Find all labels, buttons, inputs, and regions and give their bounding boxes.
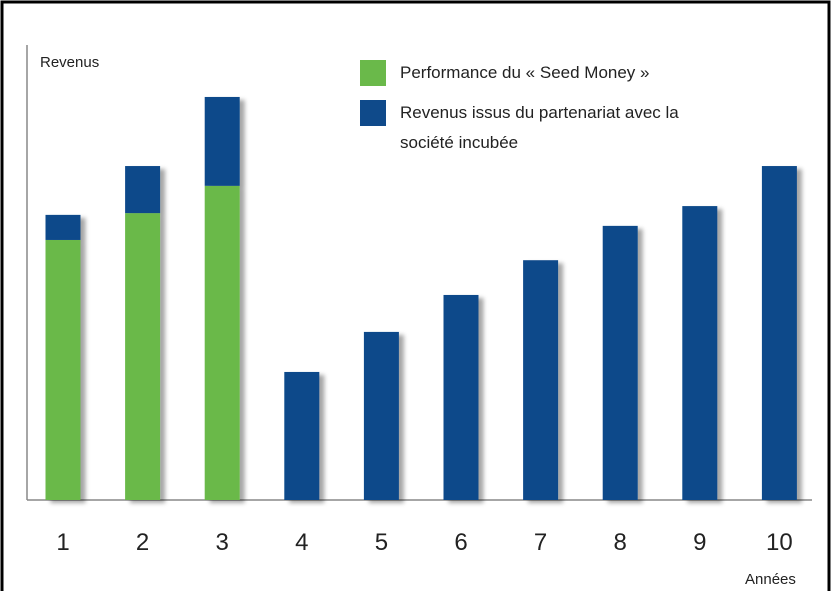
bar-segment bbox=[284, 371, 320, 500]
legend-item: Revenus issus du partenariat avec la soc… bbox=[360, 100, 720, 158]
bar-segment bbox=[204, 96, 240, 186]
bar-group bbox=[761, 166, 797, 501]
x-tick-label: 10 bbox=[766, 529, 793, 556]
bar-segment bbox=[45, 214, 81, 240]
y-axis-label: Revenus bbox=[40, 54, 99, 71]
bar-segment bbox=[363, 331, 399, 500]
x-tick-label: 6 bbox=[454, 529, 467, 556]
x-tick-label: 2 bbox=[136, 529, 149, 556]
bar-group bbox=[443, 294, 479, 500]
x-axis-label: Années bbox=[745, 571, 796, 588]
bar-segment bbox=[204, 185, 240, 500]
bar-group bbox=[682, 206, 718, 500]
bar-segment bbox=[443, 294, 479, 500]
bar-segment bbox=[125, 213, 161, 500]
bar-segment bbox=[761, 166, 797, 501]
bar-group bbox=[602, 225, 638, 500]
legend-label: Revenus issus du partenariat avec la soc… bbox=[400, 103, 679, 152]
bar-group bbox=[523, 260, 559, 500]
bar-segment bbox=[602, 225, 638, 500]
legend-item: Performance du « Seed Money » bbox=[360, 60, 720, 88]
bar-group bbox=[363, 331, 399, 500]
legend-label: Performance du « Seed Money » bbox=[400, 63, 650, 82]
x-tick-label: 9 bbox=[693, 529, 706, 556]
x-tick-label: 1 bbox=[56, 529, 69, 556]
bar-group bbox=[204, 96, 240, 500]
x-tick-label: 4 bbox=[295, 529, 308, 556]
bar-segment bbox=[523, 260, 559, 500]
bar-segment bbox=[682, 206, 718, 500]
bar-segment bbox=[45, 239, 81, 500]
legend-swatch bbox=[360, 100, 386, 126]
x-tick-label: 8 bbox=[614, 529, 627, 556]
legend-swatch bbox=[360, 60, 386, 86]
x-tick-label: 5 bbox=[375, 529, 388, 556]
bar-group bbox=[45, 214, 81, 500]
x-tick-label: 3 bbox=[216, 529, 229, 556]
x-tick-label: 7 bbox=[534, 529, 547, 556]
bar-group bbox=[284, 371, 320, 500]
bar-group bbox=[125, 166, 161, 500]
bar-segment bbox=[125, 166, 161, 214]
